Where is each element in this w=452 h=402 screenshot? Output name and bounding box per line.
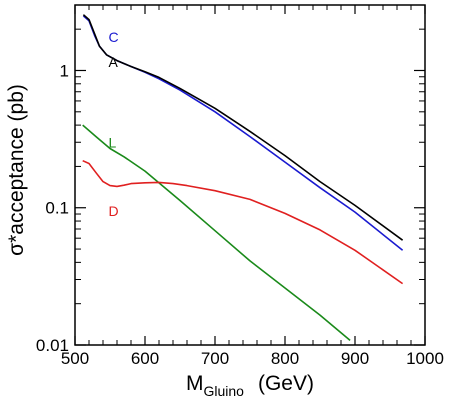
series-layer bbox=[82, 14, 404, 342]
series-line-A bbox=[82, 14, 404, 241]
ticks-layer bbox=[74, 4, 426, 346]
x-tick-label: 600 bbox=[131, 349, 159, 368]
x-tick-label: 500 bbox=[61, 349, 89, 368]
series-line-C bbox=[82, 15, 404, 251]
x-axis-title-unit: (GeV) bbox=[258, 372, 314, 395]
x-axis-title-subscript: Gluino bbox=[204, 383, 245, 399]
series-label-L: L bbox=[109, 134, 117, 150]
series-label-C: C bbox=[109, 29, 119, 45]
x-axis-title: MGluino (GeV) bbox=[186, 372, 314, 399]
x-tick-label: 1000 bbox=[406, 349, 444, 368]
x-axis-title-main: M bbox=[186, 372, 204, 395]
plot-frame bbox=[74, 4, 426, 346]
series-line-D bbox=[82, 159, 404, 285]
x-tick-label: 800 bbox=[271, 349, 299, 368]
series-label-A: A bbox=[109, 54, 119, 70]
y-tick-label: 0.01 bbox=[36, 336, 69, 355]
y-tick-label: 1 bbox=[60, 61, 69, 80]
labels-layer: 500 600 700 800 900 1000 0.01 0.1 1 CA L D bbox=[36, 29, 444, 368]
x-tick-label: 900 bbox=[341, 349, 369, 368]
series-line-L bbox=[82, 124, 351, 342]
y-axis-title: σ*acceptance (pb) bbox=[5, 84, 28, 256]
x-tick-label: 700 bbox=[201, 349, 229, 368]
y-tick-label: 0.1 bbox=[45, 199, 69, 218]
series-label-D: D bbox=[109, 203, 119, 219]
